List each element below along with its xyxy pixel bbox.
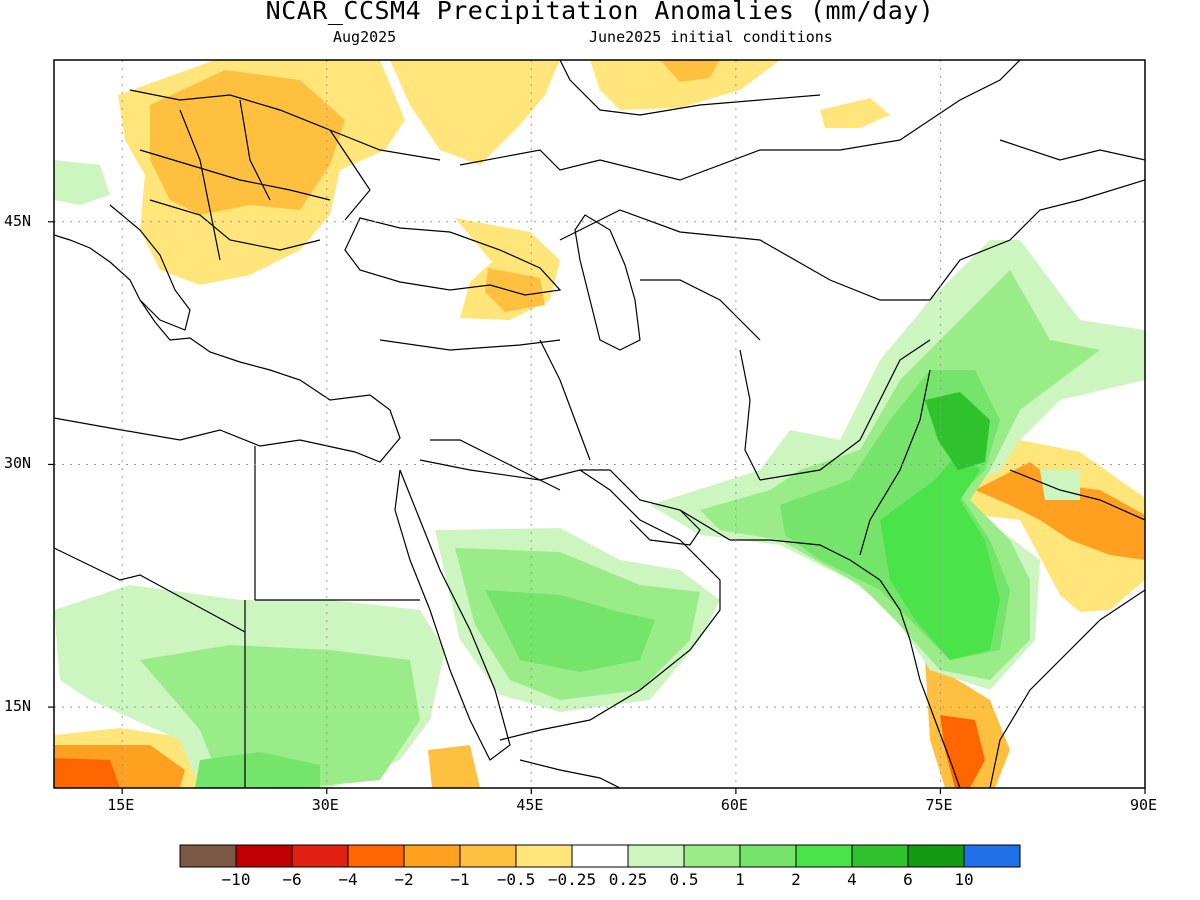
map-title: NCAR_CCSM4 Precipitation Anomalies (mm/d… — [265, 0, 935, 25]
coastline-black-sea — [344, 217, 562, 296]
anomaly-siberia-dry-core — [660, 60, 720, 82]
border-pakistan-india — [859, 369, 931, 556]
colorbar-label: 1 — [735, 870, 745, 889]
colorbar-swatch — [851, 844, 909, 868]
anomaly-india-wet-peak — [880, 450, 1000, 660]
lon-tick-label: 60E — [720, 796, 748, 814]
coastline-iran-south — [679, 509, 881, 581]
lat-tick-label: 30N — [4, 454, 32, 473]
coastline-india-west — [879, 579, 961, 788]
coastline-africa-horn — [519, 759, 621, 788]
axis-ticks — [48, 221, 1146, 794]
colorbar-swatch — [627, 844, 685, 868]
colorbar-label: 2 — [791, 870, 801, 889]
colorbar-label: 0.5 — [669, 870, 699, 889]
anomaly-caucasus-dry-core — [485, 268, 545, 312]
colorbar-label: 0.25 — [608, 870, 648, 889]
border-afghanistan-pakistan — [759, 339, 931, 481]
border-saudi-north — [430, 439, 561, 491]
border-nepal — [1009, 469, 1145, 521]
anomaly-balkans-wet — [54, 160, 110, 205]
border-turkey-south — [379, 339, 561, 351]
lon-tick-label: 75E — [925, 796, 953, 814]
anomaly-sahel-wet-mid — [140, 645, 420, 788]
anomaly-himalaya-dry-core — [975, 462, 1145, 560]
anomaly-north-africa-dry-peak — [54, 758, 120, 788]
colorbar-swatch — [347, 844, 405, 868]
anomaly-arabia-wet-core — [485, 590, 655, 672]
border-turkmen — [640, 279, 761, 341]
colorbar-swatch — [403, 844, 461, 868]
coastline-mediterranean — [54, 234, 401, 463]
graticule — [54, 60, 1145, 788]
lon-tick-label: 45E — [516, 796, 544, 814]
border-kazakh-south — [559, 209, 930, 301]
coastline-caspian — [574, 214, 641, 351]
border-europe-2 — [139, 149, 331, 201]
boundaries — [54, 60, 1145, 788]
border-europe-5 — [239, 99, 271, 201]
border-russia-kazakh — [459, 60, 1021, 181]
colorbar-swatch — [179, 844, 237, 868]
anomaly-field — [54, 60, 1145, 788]
border-europe-4 — [179, 109, 221, 261]
colorbar-label: 6 — [903, 870, 913, 889]
colorbar-swatch — [795, 844, 853, 868]
colorbar-label: −10 — [221, 870, 251, 889]
lat-tick-label: 45N — [4, 211, 32, 230]
colorbar-swatch — [907, 844, 965, 868]
border-iran-afghanistan — [739, 349, 761, 481]
coastline-red-sea — [394, 469, 511, 761]
border-siberia-coast — [559, 60, 821, 116]
colorbar-swatch — [571, 844, 629, 868]
colorbar-swatch — [459, 844, 517, 868]
colorbar-label: −6 — [282, 870, 302, 889]
colorbar-swatch — [739, 844, 797, 868]
colorbar-swatch — [515, 844, 573, 868]
initial-conditions: June2025 initial conditions — [589, 28, 833, 46]
border-ukraine — [329, 129, 371, 221]
lat-tick-label: 15N — [4, 697, 32, 716]
anomaly-kazakh-dry — [820, 98, 890, 128]
anomaly-punjab-wet-peak — [925, 392, 990, 470]
border-iraq-iran — [539, 339, 591, 461]
border-europe-3 — [149, 199, 321, 251]
border-europe-1 — [129, 89, 441, 161]
colorbar-label: −1 — [450, 870, 470, 889]
anomaly-ethiopia-dry — [428, 745, 480, 788]
anomaly-siberia-dry — [590, 60, 780, 110]
forecast-month: Aug2025 — [333, 28, 397, 46]
colorbar-label: −0.5 — [496, 870, 536, 889]
coastline-persian-gulf — [580, 469, 701, 546]
colorbar-swatch — [235, 844, 293, 868]
border-china-west — [929, 179, 1145, 301]
colorbar-label: 10 — [954, 870, 974, 889]
map-frame — [53, 59, 1146, 789]
anomaly-south-india-dry-core — [940, 715, 985, 788]
colorbar-label: 4 — [847, 870, 857, 889]
colorbar — [179, 844, 1021, 868]
lon-tick-label: 15E — [107, 796, 135, 814]
colorbar-swatch — [683, 844, 741, 868]
lon-tick-label: 90E — [1130, 796, 1158, 814]
lon-tick-label: 30E — [311, 796, 339, 814]
colorbar-swatch — [291, 844, 349, 868]
border-algeria-niger — [54, 547, 246, 633]
border-mongolia — [999, 139, 1145, 161]
colorbar-label: −0.25 — [547, 870, 597, 889]
colorbar-swatch — [963, 844, 1021, 868]
coastline-arabia — [419, 459, 721, 741]
anomaly-russia-dry — [390, 60, 560, 165]
coastline-italy — [109, 204, 191, 331]
colorbar-label: −2 — [394, 870, 414, 889]
anomaly-sahel-wet-core — [195, 752, 320, 788]
coastline-india-east — [989, 589, 1145, 788]
colorbar-label: −4 — [338, 870, 358, 889]
